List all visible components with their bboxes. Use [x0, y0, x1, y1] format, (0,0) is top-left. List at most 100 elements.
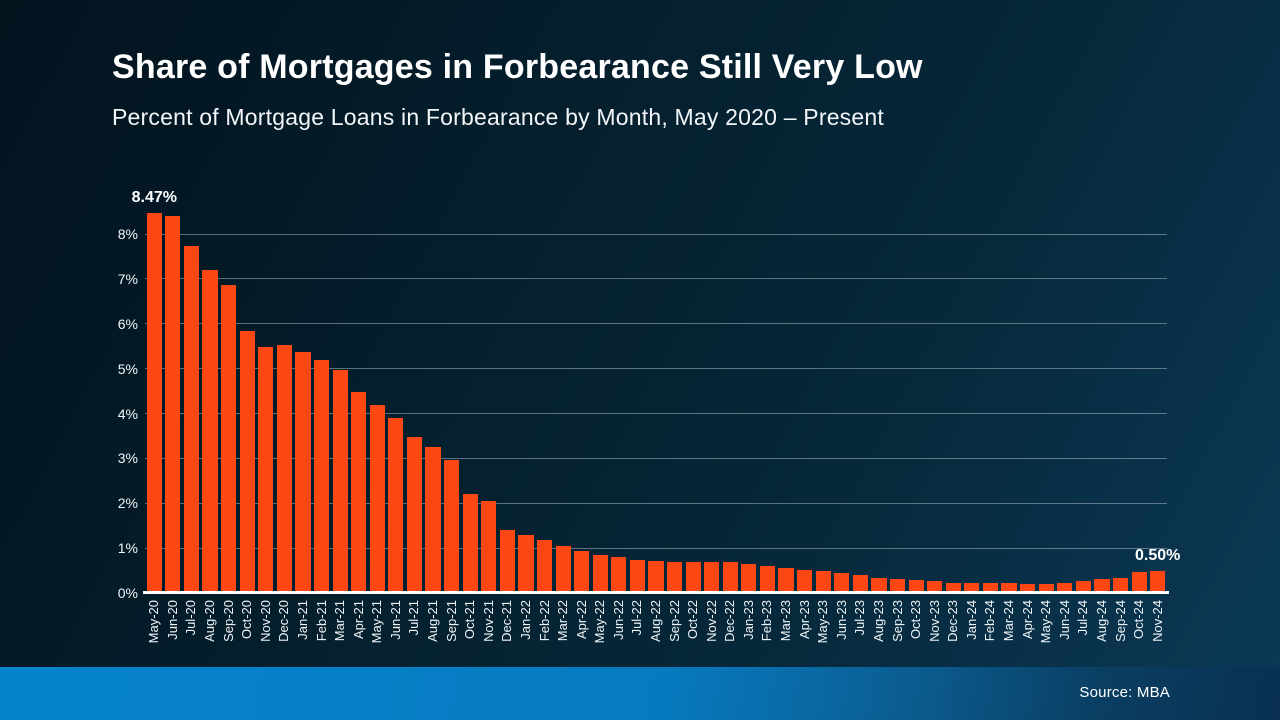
x-axis-tick-label: May-20 [146, 600, 162, 644]
gridline-3% [145, 457, 1167, 459]
bar-Nov-23 [927, 581, 943, 593]
bar-Nov-20 [258, 347, 274, 593]
gridline-8% [145, 233, 1167, 235]
x-axis-tick-label: Sep-22 [666, 600, 682, 642]
x-axis-tick-label: Jun-23 [833, 600, 849, 640]
x-axis-tick-label: Sep-20 [220, 600, 236, 642]
bar-Aug-21 [425, 447, 441, 593]
bar-Jan-22 [518, 534, 534, 593]
x-axis-tick-label: Jun-24 [1056, 600, 1072, 640]
x-axis-tick-label: Jul-20 [183, 600, 199, 636]
bar-Aug-22 [648, 560, 664, 593]
gridline-5% [145, 368, 1167, 370]
bar-Aug-20 [202, 269, 218, 593]
bar-Jun-23 [834, 573, 850, 593]
x-axis-tick-label: Dec-22 [722, 600, 738, 642]
bar-Mar-21 [332, 370, 348, 593]
x-axis-tick-label: Aug-20 [202, 600, 218, 642]
x-axis-tick-label: Feb-21 [313, 600, 329, 642]
gridline-6% [145, 323, 1167, 325]
y-axis-tick-label: 2% [117, 495, 138, 512]
bar-May-22 [592, 554, 608, 593]
bar-Oct-23 [908, 579, 924, 593]
x-axis-tick-label: Oct-20 [239, 600, 255, 640]
source-label: Source: MBA [1079, 684, 1170, 701]
bar-Jan-21 [295, 351, 311, 593]
bar-Aug-24 [1094, 579, 1110, 593]
bar-Jun-22 [611, 556, 627, 593]
bar-Apr-22 [574, 550, 590, 593]
footer-band: Source: MBA [0, 667, 1280, 720]
x-axis-tick-label: Apr-23 [796, 600, 812, 640]
x-axis-tick-label: Nov-21 [480, 600, 496, 642]
x-axis-tick-label: May-24 [1038, 600, 1054, 644]
x-axis-tick-label: Aug-21 [425, 600, 441, 642]
bar-Mar-22 [555, 545, 571, 593]
x-axis-tick-label: Oct-23 [908, 600, 924, 640]
x-axis-tick-label: Apr-24 [1019, 600, 1035, 640]
x-axis-tick-label: Dec-23 [945, 600, 961, 642]
y-axis-tick-label: 8% [117, 226, 138, 242]
x-axis-tick-label: Feb-22 [536, 600, 552, 642]
bar-Apr-23 [797, 570, 813, 593]
y-axis-tick-label: 7% [117, 270, 138, 287]
bar-Apr-21 [351, 392, 367, 593]
bar-Jul-23 [852, 575, 868, 593]
x-axis-tick-label: Mar-23 [778, 600, 794, 642]
x-axis-tick-label: Oct-22 [685, 600, 701, 640]
x-axis-tick-label: Oct-24 [1131, 600, 1147, 640]
x-axis-tick-label: Nov-24 [1149, 600, 1165, 642]
x-axis-tick-label: Nov-20 [257, 600, 273, 642]
x-axis-tick-label: Nov-23 [926, 600, 942, 642]
x-axis-tick-label: Aug-22 [648, 600, 663, 642]
x-axis-tick-label: Mar-24 [1001, 600, 1017, 642]
x-axis-tick-label: Feb-24 [982, 600, 998, 642]
bar-Mar-24 [1001, 583, 1017, 593]
bar-Jun-21 [388, 417, 404, 593]
page-subtitle: Percent of Mortgage Loans in Forbearance… [112, 103, 884, 130]
x-axis-tick-label: Jul-23 [852, 600, 868, 636]
gridline-7% [145, 278, 1167, 280]
y-axis-tick-label: 3% [117, 450, 138, 467]
x-axis-baseline [143, 591, 1169, 594]
x-axis-tick-label: Oct-21 [462, 600, 478, 640]
y-axis-tick-label: 4% [117, 405, 138, 422]
x-axis-tick-label: Jun-20 [164, 600, 180, 640]
bar-Jul-22 [629, 559, 645, 593]
x-axis-tick-label: Dec-20 [276, 600, 292, 642]
x-axis-tick-label: May-22 [592, 600, 608, 644]
x-axis-tick-label: Feb-23 [759, 600, 775, 642]
bar-Dec-20 [276, 344, 292, 593]
bar-Oct-21 [462, 493, 478, 593]
title-block: Share of Mortgages in Forbearance Still … [112, 47, 923, 131]
bar-Oct-24 [1131, 571, 1147, 593]
bar-Nov-21 [481, 500, 497, 593]
bar-May-24 [1038, 583, 1054, 593]
bar-Mar-23 [778, 568, 794, 593]
page-title: Share of Mortgages in Forbearance Still … [112, 48, 923, 86]
gridline-1% [145, 547, 1167, 549]
x-axis-tick-label: Jan-23 [740, 600, 756, 640]
x-axis-tick-label: Jan-22 [517, 600, 533, 640]
bar-Dec-23 [945, 582, 961, 593]
x-axis-tick-label: Aug-23 [870, 600, 886, 642]
x-axis-tick-label: Jul-24 [1075, 600, 1091, 636]
x-axis-tick-label: Aug-24 [1093, 600, 1109, 642]
y-axis-tick-label: 6% [117, 315, 138, 332]
bar-Sep-24 [1112, 577, 1129, 593]
bar-Feb-24 [982, 583, 999, 593]
x-axis-tick-label: Mar-22 [555, 600, 571, 642]
bar-Feb-23 [759, 566, 776, 593]
bar-Sep-23 [889, 579, 906, 593]
bar-Sep-20 [221, 284, 237, 593]
bar-Jul-20 [183, 245, 200, 593]
gridline-4% [145, 413, 1167, 414]
x-axis-tick-label: Jun-22 [610, 600, 626, 640]
x-axis-tick-label: Jul-22 [629, 600, 645, 636]
bar-Jul-24 [1075, 580, 1091, 593]
x-axis-tick-label: Jul-21 [406, 600, 422, 636]
bar-Sep-21 [444, 460, 460, 593]
bar-Dec-21 [499, 529, 515, 593]
x-axis-tick-label: Jan-24 [963, 600, 979, 640]
